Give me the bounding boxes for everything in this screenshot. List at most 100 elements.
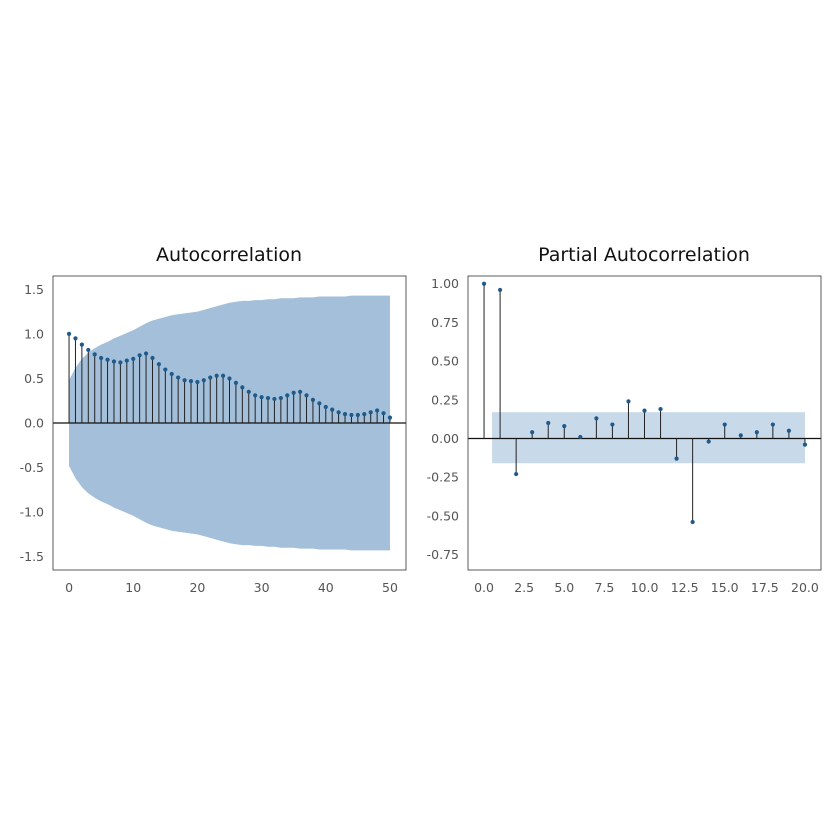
pacf-marker bbox=[786, 428, 792, 433]
pacf-marker bbox=[610, 422, 615, 427]
acf-marker bbox=[163, 367, 168, 372]
acf-marker bbox=[240, 385, 245, 390]
acf-marker bbox=[298, 389, 303, 394]
acf-marker bbox=[291, 390, 296, 395]
acf-marker bbox=[86, 347, 91, 353]
acf-marker bbox=[169, 371, 174, 377]
acf-marker bbox=[176, 375, 181, 380]
acf-stems bbox=[66, 331, 393, 423]
acf-x-tick-label: 50 bbox=[382, 580, 398, 595]
acf-y-tick-label: 0.5 bbox=[24, 371, 44, 386]
pacf-y-ticks: 1.00 0.75 0.50 0.25 0.00 -0.25 -0.50 -0.75 bbox=[427, 276, 459, 562]
acf-plot-frame bbox=[52, 275, 407, 571]
pacf-marker bbox=[481, 281, 487, 286]
acf-x-tick-label: 20 bbox=[189, 580, 205, 595]
pacf-marker bbox=[802, 442, 808, 447]
pacf-plot-frame bbox=[467, 275, 822, 571]
pacf-marker bbox=[706, 439, 711, 444]
acf-marker bbox=[317, 401, 322, 406]
acf-marker bbox=[105, 357, 110, 362]
acf-marker bbox=[156, 362, 161, 367]
acf-y-tick-label: 0.0 bbox=[24, 416, 44, 431]
pacf-y-tick-label: 0.75 bbox=[431, 315, 459, 330]
acf-marker bbox=[265, 395, 271, 401]
pacf-x-tick-label: 2.5 bbox=[514, 580, 534, 595]
acf-marker bbox=[336, 410, 341, 415]
pacf-x-ticks: 0.0 2.5 5.0 7.5 10.0 12.5 15.0 17.5 20.0 bbox=[474, 580, 819, 595]
acf-marker bbox=[99, 355, 104, 361]
pacf-y-tick-label: -0.75 bbox=[427, 547, 459, 562]
acf-marker bbox=[208, 375, 213, 380]
acf-marker bbox=[285, 393, 290, 398]
pacf-x-tick-label: 5.0 bbox=[554, 580, 574, 595]
acf-marker bbox=[355, 412, 360, 418]
acf-marker bbox=[227, 376, 232, 381]
acf-marker bbox=[214, 373, 219, 378]
acf-y-tick-label: 1.0 bbox=[24, 326, 44, 341]
acf-marker bbox=[143, 351, 149, 356]
pacf-marker bbox=[642, 408, 647, 413]
acf-marker bbox=[220, 373, 226, 378]
pacf-y-tick-label: 0.50 bbox=[431, 354, 459, 369]
pacf-marker bbox=[594, 416, 599, 421]
acf-marker bbox=[253, 393, 258, 398]
acf-x-tick-label: 40 bbox=[318, 580, 334, 595]
acf-marker bbox=[182, 378, 187, 383]
pacf-y-tick-label: 0.25 bbox=[431, 392, 459, 407]
acf-marker bbox=[381, 411, 386, 416]
pacf-y-tick-label: -0.25 bbox=[427, 470, 459, 485]
pacf-y-tick-label: -0.50 bbox=[427, 508, 459, 523]
acf-y-tick-label: 1.5 bbox=[24, 282, 44, 297]
acf-y-tick-label: -1.5 bbox=[20, 549, 44, 564]
acf-marker bbox=[131, 356, 136, 361]
pacf-stems bbox=[481, 281, 808, 525]
acf-marker bbox=[118, 360, 123, 365]
pacf-confidence-band bbox=[492, 412, 805, 464]
pacf-marker bbox=[754, 430, 759, 435]
pacf-marker bbox=[770, 422, 775, 427]
acf-title: Autocorrelation bbox=[156, 244, 302, 266]
acf-x-tick-label: 10 bbox=[125, 580, 141, 595]
acf-x-tick-label: 30 bbox=[254, 580, 270, 595]
pacf-panel: Partial Autocorrelation 0.0 2.5 5.0 7.5 10.0… bbox=[427, 244, 822, 595]
acf-marker bbox=[124, 358, 129, 363]
acf-marker bbox=[92, 352, 97, 357]
acf-x-tick-label: 0 bbox=[65, 580, 73, 595]
pacf-marker bbox=[626, 399, 631, 404]
acf-marker bbox=[259, 395, 264, 400]
acf-marker bbox=[387, 415, 393, 420]
pacf-marker bbox=[514, 471, 519, 477]
acf-marker bbox=[73, 336, 78, 341]
pacf-x-tick-label: 17.5 bbox=[751, 580, 779, 595]
pacf-y-tick-label: 0.00 bbox=[431, 431, 459, 446]
acf-marker bbox=[79, 342, 84, 347]
pacf-marker bbox=[546, 420, 551, 426]
acf-marker bbox=[368, 410, 373, 415]
pacf-marker bbox=[658, 406, 663, 412]
pacf-y-tick-label: 1.00 bbox=[431, 276, 459, 291]
pacf-marker bbox=[674, 456, 679, 461]
pacf-x-tick-label: 20.0 bbox=[791, 580, 819, 595]
pacf-band-area bbox=[492, 412, 805, 464]
acf-marker bbox=[375, 408, 380, 413]
acf-marker bbox=[362, 411, 367, 417]
acf-marker bbox=[233, 380, 239, 386]
acf-marker bbox=[66, 331, 72, 337]
pacf-x-tick-label: 12.5 bbox=[671, 580, 699, 595]
pacf-marker bbox=[497, 287, 503, 293]
acf-marker bbox=[111, 359, 117, 364]
pacf-marker bbox=[738, 433, 743, 438]
pacf-x-tick-label: 10.0 bbox=[631, 580, 659, 595]
acf-y-ticks: 1.5 1.0 0.5 0.0 -0.5 -1.0 -1.5 bbox=[20, 282, 44, 564]
acf-marker bbox=[195, 379, 200, 385]
pacf-marker bbox=[690, 519, 695, 525]
acf-marker bbox=[278, 395, 283, 401]
pacf-marker bbox=[722, 422, 727, 427]
acf-marker bbox=[188, 379, 194, 384]
pacf-x-tick-label: 7.5 bbox=[594, 580, 614, 595]
acf-marker bbox=[304, 393, 309, 398]
pacf-marker bbox=[578, 434, 583, 440]
pacf-marker bbox=[530, 430, 535, 435]
pacf-marker bbox=[562, 423, 567, 429]
